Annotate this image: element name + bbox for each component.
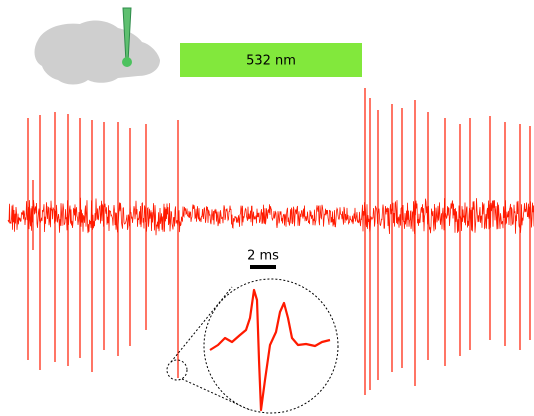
scale-label: 2 ms: [247, 249, 279, 264]
scale-bar: [250, 265, 276, 269]
noise-trace: [8, 198, 534, 235]
brain-silhouette: [35, 21, 160, 85]
zoom-circle: [204, 279, 338, 413]
electrode-tip: [122, 57, 132, 67]
page: 532 nm 2 ms (() => { const data = JSON.p…: [0, 0, 534, 416]
figure: 532 nm 2 ms: [0, 0, 534, 416]
zoom-source: [167, 360, 187, 380]
light-label: 532 nm: [246, 54, 296, 69]
